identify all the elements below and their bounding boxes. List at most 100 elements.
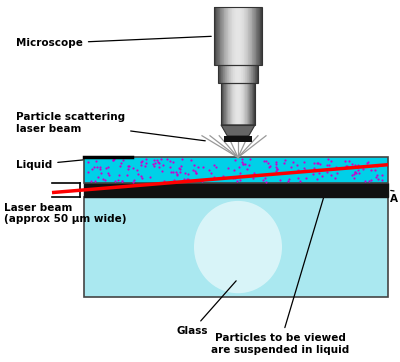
Point bbox=[151, 163, 157, 169]
Point bbox=[150, 161, 156, 167]
Text: Liquid: Liquid bbox=[16, 158, 105, 170]
Point bbox=[372, 174, 379, 180]
Bar bbox=[234, 65, 235, 83]
Bar bbox=[232, 65, 233, 83]
Bar bbox=[254, 7, 255, 65]
Point bbox=[378, 177, 385, 183]
Bar bbox=[221, 83, 255, 125]
Point bbox=[156, 164, 162, 170]
Point bbox=[158, 156, 164, 162]
Point bbox=[154, 157, 160, 163]
Point bbox=[314, 160, 321, 166]
Point bbox=[374, 177, 381, 182]
Bar bbox=[226, 7, 227, 65]
Point bbox=[344, 163, 351, 168]
Bar bbox=[244, 65, 245, 83]
Point bbox=[325, 156, 332, 162]
Point bbox=[170, 177, 177, 182]
Point bbox=[155, 160, 162, 166]
Point bbox=[105, 164, 112, 169]
Point bbox=[247, 156, 253, 162]
Bar bbox=[235, 83, 236, 125]
Point bbox=[220, 173, 226, 178]
Bar bbox=[241, 7, 242, 65]
Point bbox=[151, 157, 158, 163]
Point bbox=[160, 178, 167, 184]
Bar bbox=[221, 83, 222, 125]
Bar bbox=[238, 7, 239, 65]
Bar bbox=[216, 7, 217, 65]
Ellipse shape bbox=[194, 201, 282, 293]
Point bbox=[297, 178, 303, 184]
Text: Glass: Glass bbox=[176, 281, 236, 336]
Point bbox=[224, 165, 231, 171]
Point bbox=[176, 165, 182, 171]
Bar bbox=[238, 83, 239, 125]
Bar bbox=[228, 7, 229, 65]
Bar bbox=[235, 65, 236, 83]
Point bbox=[158, 168, 165, 174]
Point bbox=[300, 159, 307, 165]
Bar bbox=[241, 83, 242, 125]
Point bbox=[120, 157, 126, 163]
Point bbox=[342, 158, 348, 164]
Point bbox=[206, 167, 212, 173]
Point bbox=[362, 178, 368, 184]
Bar bbox=[220, 7, 221, 65]
Bar bbox=[240, 83, 241, 125]
Point bbox=[238, 159, 245, 165]
Point bbox=[130, 165, 136, 171]
Bar bbox=[236, 83, 237, 125]
Point bbox=[240, 161, 247, 167]
Point bbox=[274, 166, 280, 172]
Point bbox=[251, 171, 258, 176]
Point bbox=[352, 169, 358, 175]
Point bbox=[178, 164, 185, 169]
Bar bbox=[223, 83, 224, 125]
Bar bbox=[235, 7, 236, 65]
Point bbox=[324, 163, 330, 168]
Bar bbox=[247, 65, 248, 83]
Point bbox=[325, 166, 332, 172]
Point bbox=[244, 166, 250, 172]
Point bbox=[190, 167, 196, 173]
Point bbox=[356, 170, 362, 176]
Bar bbox=[243, 65, 244, 83]
Bar bbox=[243, 83, 244, 125]
Point bbox=[89, 166, 95, 172]
Point bbox=[324, 169, 330, 175]
Bar bbox=[228, 65, 229, 83]
Bar bbox=[222, 65, 223, 83]
Point bbox=[184, 171, 191, 177]
Point bbox=[266, 164, 273, 169]
Bar bbox=[254, 65, 255, 83]
Point bbox=[100, 177, 107, 182]
Point bbox=[379, 172, 385, 178]
Bar bbox=[247, 83, 248, 125]
Bar bbox=[239, 65, 240, 83]
Point bbox=[143, 156, 149, 162]
Bar bbox=[246, 65, 247, 83]
Point bbox=[236, 173, 242, 179]
Point bbox=[176, 169, 183, 175]
Point bbox=[246, 162, 252, 168]
Point bbox=[262, 158, 269, 164]
Point bbox=[98, 170, 105, 176]
Point bbox=[282, 157, 288, 163]
Point bbox=[193, 170, 200, 176]
Bar bbox=[248, 7, 249, 65]
Point bbox=[286, 177, 292, 182]
Bar bbox=[251, 65, 252, 83]
Point bbox=[276, 177, 283, 183]
Point bbox=[374, 163, 380, 169]
Bar bbox=[230, 65, 231, 83]
Point bbox=[352, 169, 358, 175]
Point bbox=[111, 156, 117, 162]
Point bbox=[177, 166, 184, 172]
Bar bbox=[231, 65, 232, 83]
Bar bbox=[232, 7, 233, 65]
Point bbox=[146, 174, 153, 180]
Point bbox=[366, 178, 372, 184]
Bar bbox=[223, 7, 224, 65]
Point bbox=[270, 171, 276, 177]
